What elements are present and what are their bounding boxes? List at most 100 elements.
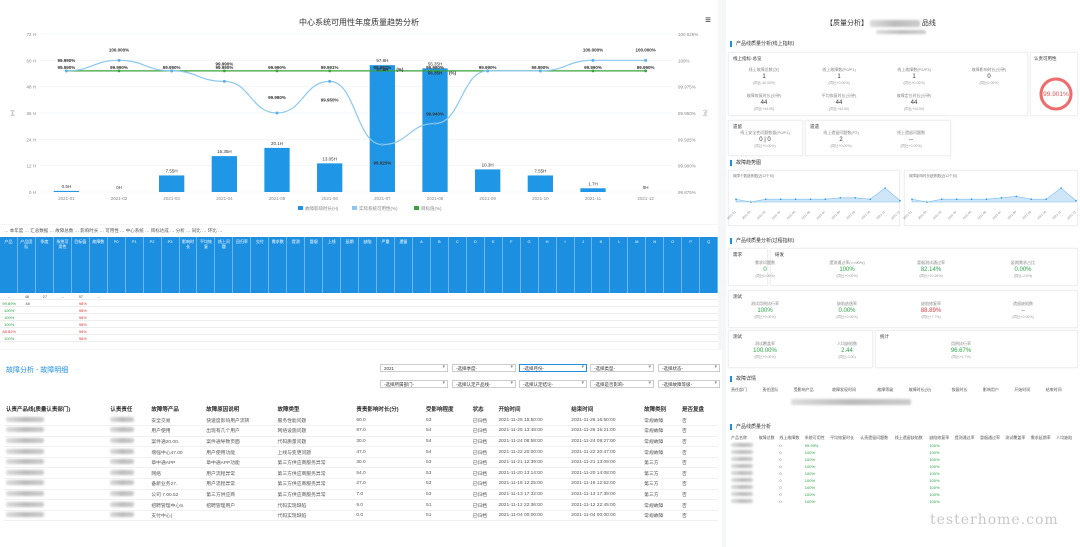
fault-row[interactable]: 增强中心47.00 用户使用功能 上线与变更问题 47.0 54 已归档 2021-11-2…: [4, 446, 718, 458]
fault-row[interactable]: 案件通20.00. 案件通导致页面 代码质量问题 30.0 54 已归档 2021-11-2…: [4, 436, 718, 448]
product-row[interactable]: 0 100% 100%: [730, 449, 1076, 456]
product-cell: 0: [779, 471, 782, 476]
impact-select[interactable]: -选择是否影响-: [590, 380, 654, 388]
fault-row[interactable]: 公司 7.00.52 第三方供应商 第三方供应商服务异常 7.0 53 已归档 2021-1…: [4, 489, 718, 501]
overlay-green-label: (%): [449, 70, 456, 75]
rd-card: 研发: [770, 248, 1078, 286]
target-label: 99.990%: [637, 65, 655, 70]
matrix-cell: [144, 293, 162, 299]
leftover-card: 遗遗: [805, 120, 951, 156]
fault-column-header[interactable]: 结束时间: [571, 407, 594, 413]
matrix-cell: [92, 321, 110, 327]
product-line-select[interactable]: -选择认定产品线-: [452, 380, 516, 388]
product-row[interactable]: 0 100% 100%: [730, 456, 1076, 463]
target-point: [275, 69, 279, 73]
matrix-row[interactable]: 100% 98%: [0, 314, 718, 321]
status-select[interactable]: -选择状态-: [658, 364, 720, 372]
matrix-header-cell: J: [575, 237, 593, 293]
type-select[interactable]: -选择类型-: [590, 364, 654, 372]
conclusion-select[interactable]: -选择认定结论-: [519, 380, 587, 388]
product-row[interactable]: 0 100% 100%: [730, 484, 1076, 491]
product-cell: [979, 491, 1004, 498]
product-cell: [859, 442, 894, 449]
metric-change: (同比+0.00%): [830, 144, 852, 148]
actual-point: [644, 58, 648, 62]
fault-row[interactable]: 用户使用 出现有几个用户 网络设施问题 87.0 54 已归档 2021-11-25 13:…: [4, 425, 718, 437]
matrix-row[interactable]: 99.89% 48 98%: [0, 300, 718, 307]
level-select[interactable]: -选择故障等级-: [658, 380, 720, 388]
matrix-cell: [497, 328, 515, 334]
x-tick-label: 2021-06: [321, 196, 338, 201]
matrix-cell: [534, 300, 552, 306]
matrix-cell: [700, 293, 718, 299]
fault-cell: 出现有几个用户: [204, 425, 276, 437]
fault-cell: 常规故障: [642, 425, 681, 437]
fault-row[interactable]: 网络 用户流程异常 第三方供应商服务异常 54.0 53 已归档 2021-11-20 13…: [4, 467, 718, 480]
matrix-row[interactable]: 88.82% 98%: [0, 328, 718, 335]
matrix-cell: [497, 321, 515, 327]
product-row[interactable]: 0 100% 100%: [730, 477, 1076, 484]
fault-column-header[interactable]: 认责责任: [110, 407, 133, 413]
fault-column-header[interactable]: 受影响程度: [426, 407, 454, 413]
fault-column-header[interactable]: 是否复盘: [682, 407, 705, 413]
fault-column-header[interactable]: 故障类别: [644, 407, 667, 413]
fault-row[interactable]: 章中通APP 章中通APP功能 第三方供应商服务异常 30.0 53 已归档 2021-11…: [4, 457, 718, 469]
fault-column-header[interactable]: 责责影响时长(分): [356, 407, 399, 413]
matrix-row[interactable]: 100% 98%: [0, 321, 718, 328]
product-row[interactable]: 0 100% 100%: [730, 498, 1076, 505]
product-cell: 100%: [929, 464, 940, 469]
trend-x-label: 2021-09: [845, 210, 856, 221]
metric-tile: 测试覆盖率 100.00% (同比+0.00%): [730, 341, 800, 360]
fault-column-header[interactable]: 状态: [472, 407, 484, 413]
metric-value: 100.00%: [753, 348, 777, 354]
chart-title: 中心系统可用性年度质量趋势分析: [299, 18, 419, 27]
matrix-cell: [184, 307, 202, 313]
matrix-cell: [699, 321, 717, 327]
matrix-cell: [126, 293, 144, 299]
bar-value-label: 0H: [643, 185, 649, 190]
fault-row[interactable]: 支付中心( 代码实现缺陷 0.0 51 已归档 2021-11-04 00:00:00 2…: [4, 510, 718, 522]
hamburger-menu-icon[interactable]: ≡: [705, 15, 711, 26]
matrix-cell: 98%: [78, 308, 87, 313]
bar-value-label: 10.3H: [482, 162, 494, 167]
fault-column-header[interactable]: 故障类型: [277, 407, 300, 413]
fault-row[interactable]: 备新业务27. 用户流程异常 第三方供应商服务异常 27.0 53 已归档 2021-11-…: [4, 478, 718, 490]
bar: [475, 169, 501, 192]
product-cell: [979, 442, 1004, 449]
fault-column-header[interactable]: 故障原因说明: [206, 407, 240, 413]
product-row[interactable]: 0 100% 100%: [730, 470, 1076, 477]
department-select[interactable]: -选择所属部门-: [380, 380, 448, 388]
fault-column-header[interactable]: 认责产品线(质量认责部门): [6, 407, 71, 413]
detail-row[interactable]: [730, 394, 1076, 410]
year-select[interactable]: 2021: [380, 364, 448, 372]
month-select[interactable]: -选择月份-: [519, 364, 587, 372]
matrix-cell: [497, 335, 515, 341]
matrix-cell: [699, 314, 717, 320]
x-tick-label: 2021-04: [216, 196, 233, 201]
stats-card: 统计: [875, 330, 1078, 368]
product-row[interactable]: 0 99.99% 100%: [730, 442, 1076, 449]
fault-cell: 2021-11-04 00:00:00: [496, 510, 570, 522]
product-row[interactable]: 0 100% 100%: [730, 463, 1076, 470]
matrix-row[interactable]: -- 48 27 -- 97 --: [0, 293, 718, 300]
fault-column-header[interactable]: 故障等产品: [151, 407, 179, 413]
actual-point: [433, 122, 437, 126]
fault-row[interactable]: 安全交易 快速度影响用户流转 服务性能问题 60.0 53 已归档 2021-11-25 1…: [4, 415, 718, 427]
metric-change: (同比+0.00%): [828, 81, 850, 85]
bar-value-label: 56.35H: [428, 61, 443, 66]
matrix-header-cell: 产品: [0, 237, 18, 293]
product-row[interactable]: 0 100% 100%: [730, 491, 1076, 498]
product-cell: [1030, 463, 1055, 470]
matrix-cell: [405, 328, 423, 334]
matrix-row[interactable]: 100% 98%: [0, 335, 718, 342]
fault-row[interactable]: 招聘管理中心9. 招聘管理用户 代码实现缺陷 9.0 51 已归档 2021-11-12 2…: [4, 499, 718, 511]
availability-title: 认责可用性: [1034, 56, 1057, 61]
metric-label: 遗留缺陷数: [1013, 301, 1033, 306]
fault-column-header[interactable]: 开始时间: [498, 407, 521, 413]
matrix-row[interactable]: 100% 98%: [0, 307, 718, 314]
quarter-select[interactable]: -选择季度-: [452, 364, 516, 372]
matrix-cell: [589, 328, 607, 334]
matrix-cell: [681, 335, 699, 341]
matrix-header-cell: P2: [144, 237, 162, 293]
matrix-cell: [552, 314, 570, 320]
